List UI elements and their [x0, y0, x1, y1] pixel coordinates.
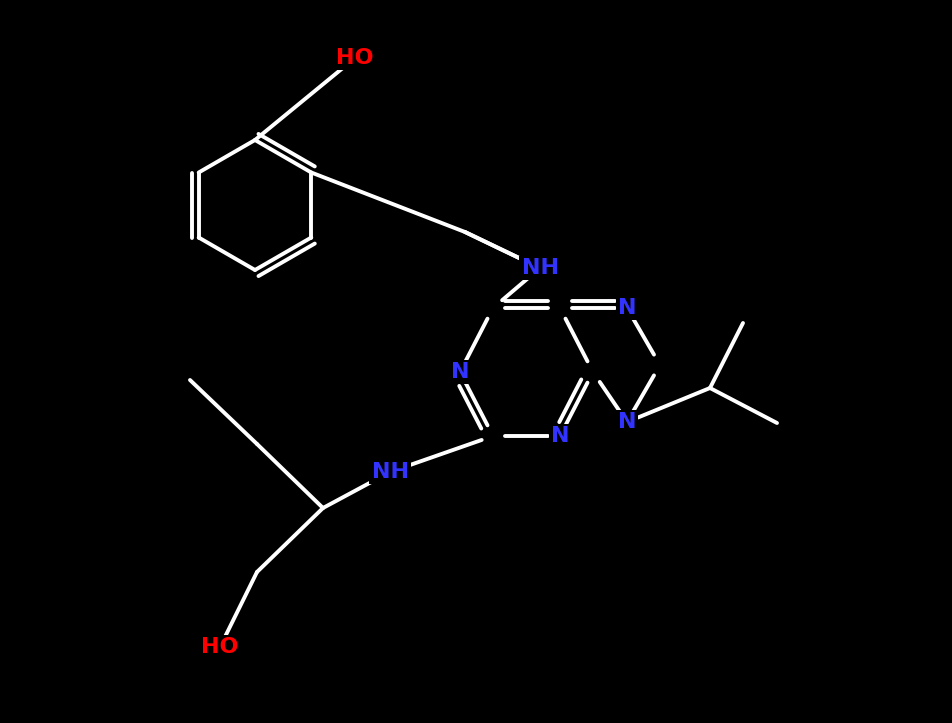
Text: NH: NH [522, 258, 559, 278]
Text: HO: HO [201, 637, 239, 657]
Text: HO: HO [336, 48, 374, 68]
Text: N: N [618, 412, 636, 432]
Text: N: N [450, 362, 469, 382]
Text: N: N [551, 426, 569, 446]
Text: N: N [618, 298, 636, 318]
Text: NH: NH [371, 462, 408, 482]
